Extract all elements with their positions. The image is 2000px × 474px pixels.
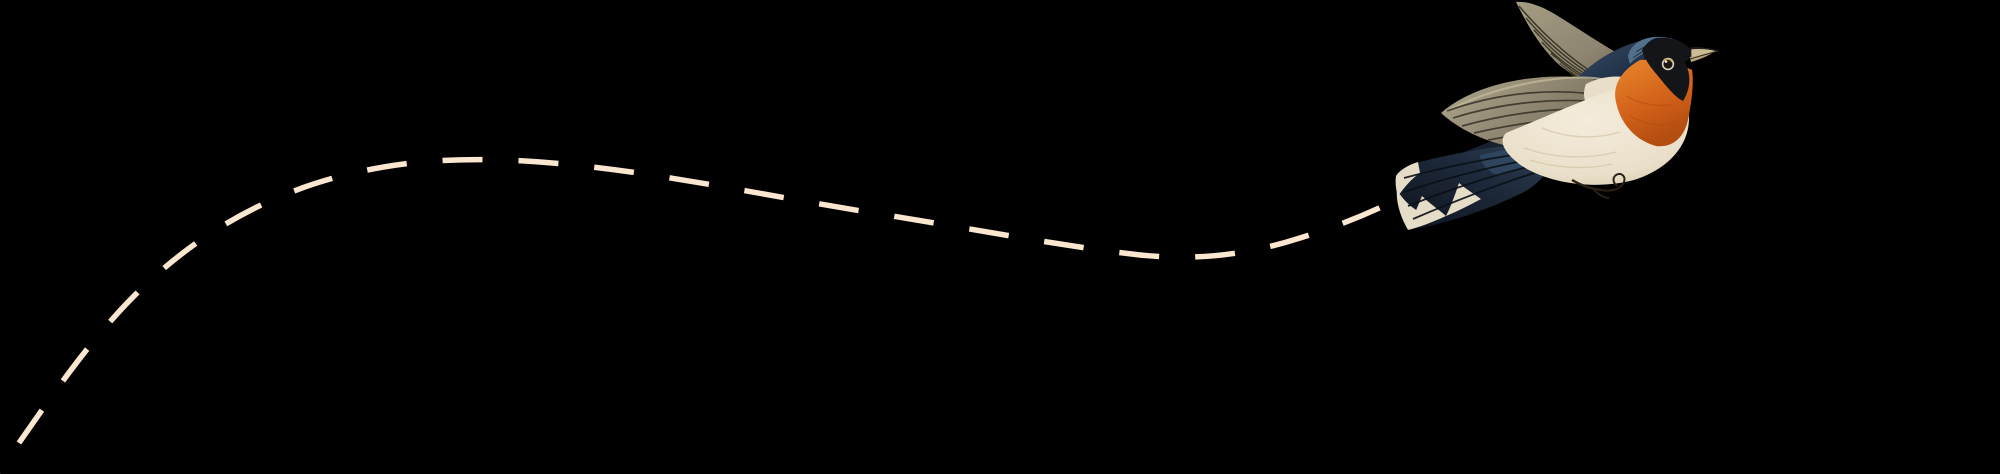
bird-illustration: [1395, 1, 1720, 230]
bird-head: [1628, 36, 1720, 101]
bird-feet: [1571, 172, 1626, 199]
throat-texture-lines: [1625, 95, 1677, 126]
bird-beak: [1689, 47, 1720, 62]
belly-shading-lines: [1523, 127, 1621, 169]
tail-white-edge: [1395, 162, 1420, 196]
flight-path-dashed-line: [0, 156, 1392, 474]
bird-eye: [1661, 57, 1675, 71]
